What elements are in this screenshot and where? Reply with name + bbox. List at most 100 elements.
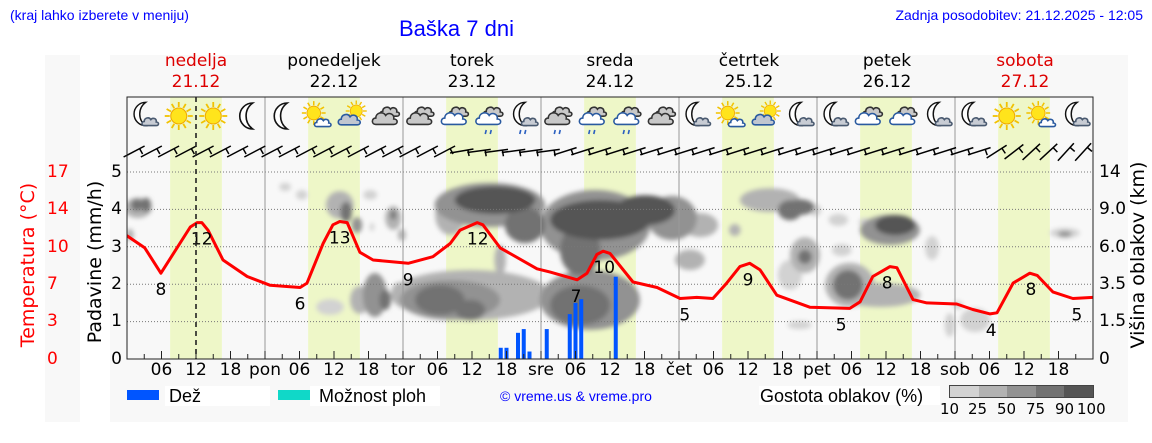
cloud-sun-icon	[337, 100, 367, 126]
cloud-blob	[316, 299, 344, 315]
cloud-blob	[925, 235, 939, 260]
wind-barb-icon	[175, 145, 197, 158]
moon-cloud-rain-icon	[512, 101, 539, 135]
density-tick: 90	[1055, 400, 1075, 418]
cloud-tick: 1.5	[1099, 311, 1127, 331]
wind-barbs	[123, 142, 1093, 162]
x-axis: 06 12 18 pon 06 12 18 tor 06 12 18 sre 06 12 18 čet 06 12…	[143, 351, 1077, 380]
density-tick: 10	[940, 400, 960, 418]
rain-swatch	[127, 390, 159, 400]
x-tick-label: 12	[461, 360, 483, 380]
wind-barb-icon	[140, 145, 163, 158]
location-hint[interactable]: (kraj lahko izberete v meniju)	[10, 7, 189, 23]
temperature-value-label: 5	[1071, 306, 1082, 326]
wind-barb-icon	[382, 145, 404, 158]
cloud-blue-rain-icon	[578, 106, 608, 135]
temperature-labels: 8 12 6 13 9 12 7 10 5 9 5 8 4 8 5	[156, 229, 1083, 341]
wind-barb-icon	[364, 145, 387, 158]
wind-barb-icon	[967, 146, 991, 156]
cloud-blue-icon	[889, 106, 918, 126]
x-tick-label: 12	[737, 360, 759, 380]
precip-tick: 0	[111, 349, 122, 369]
x-tick-label: 18	[910, 360, 932, 380]
moon-cloud-icon	[1064, 101, 1091, 127]
x-tick-label: 12	[1013, 360, 1035, 380]
precip-tick: 3	[111, 237, 122, 257]
day-date: 24.12	[585, 72, 635, 92]
density-swatch	[950, 386, 979, 397]
day-name: sobota	[996, 51, 1054, 71]
moon-cloud-icon	[823, 101, 850, 127]
x-tick-label: 06	[151, 360, 173, 380]
temperature-value-label: 5	[836, 315, 847, 335]
temp-tick: 14	[47, 199, 69, 219]
cloud-blob	[787, 320, 812, 330]
page-title: Baška 7 dni	[399, 16, 514, 41]
cloud-blob	[454, 186, 536, 214]
x-tick-label: 18	[496, 360, 518, 380]
copyright-link[interactable]: © vreme.us & vreme.pro	[500, 388, 652, 404]
day-date: 23.12	[447, 72, 497, 92]
temperature-line	[127, 220, 1093, 316]
sun-icon	[164, 102, 193, 130]
cloud-blob	[960, 308, 991, 333]
temperature-value-label: 8	[156, 280, 167, 300]
daylight-shading	[170, 97, 1050, 359]
cloud-blob	[798, 249, 812, 265]
cloud-tick: 6.0	[1099, 237, 1127, 257]
wind-barb-icon	[536, 148, 560, 157]
cloud-icon	[371, 106, 401, 126]
cloud-icon	[647, 106, 677, 126]
x-tick-label: pon	[249, 360, 281, 380]
precipitation-bar	[527, 351, 532, 359]
wind-barb-icon	[1039, 143, 1058, 161]
precip-tick: 2	[111, 274, 122, 294]
day-date: 26.12	[862, 72, 912, 92]
wind-barb-icon	[244, 145, 266, 158]
cloud-tick: 0	[1099, 349, 1110, 369]
daylight-band	[998, 97, 1050, 359]
temperature-value-label: 12	[191, 230, 213, 250]
wind-barb-icon	[330, 145, 352, 158]
density-scale	[949, 385, 1094, 398]
weather-icons	[133, 100, 1091, 135]
density-tick: 100	[1077, 400, 1106, 418]
wind-barb-icon	[157, 145, 180, 158]
cloud-blob	[369, 222, 375, 232]
cloud-density-layer	[127, 182, 1080, 337]
temperature-value-label: 9	[743, 270, 754, 290]
precip-tick: 4	[111, 199, 122, 219]
cloud-blob	[489, 281, 550, 309]
temperature-value-label: 4	[986, 321, 997, 341]
x-tick-label: 12	[323, 360, 345, 380]
precipitation-bar	[498, 347, 503, 359]
sun-icon	[992, 102, 1021, 130]
x-tick-label: 18	[220, 360, 242, 380]
cloud-sun-icon	[751, 100, 781, 126]
cloud-blob	[363, 189, 378, 200]
cloud-blob	[504, 207, 546, 244]
rain-label-box	[165, 386, 270, 406]
cloud-blue-icon	[854, 106, 884, 126]
wind-barb-icon	[553, 146, 577, 156]
wind-barb-icon	[795, 146, 819, 156]
temperature-axis-title: Temperatura (°C)	[17, 182, 39, 348]
wind-barb-icon	[313, 145, 335, 158]
precip-tick: 1	[111, 311, 122, 331]
wind-barb-icon	[347, 145, 370, 158]
wind-barb-icon	[674, 146, 698, 156]
wind-barb-icon	[812, 146, 836, 156]
cloud-blob	[279, 182, 291, 192]
cloud-blob	[944, 312, 955, 337]
cloud-blob	[415, 284, 465, 315]
cloud-tick: 3.5	[1099, 274, 1127, 294]
cloud-blob	[296, 189, 308, 200]
cloud-icon	[406, 106, 435, 126]
x-tick-label: 06	[703, 360, 725, 380]
wind-barb-icon	[1004, 143, 1024, 160]
temperature-value-label: 10	[593, 258, 615, 278]
density-tick: 50	[997, 400, 1017, 418]
cloud-blob	[351, 217, 363, 233]
cloud-blob	[1057, 231, 1072, 238]
gridlines	[127, 171, 1093, 323]
